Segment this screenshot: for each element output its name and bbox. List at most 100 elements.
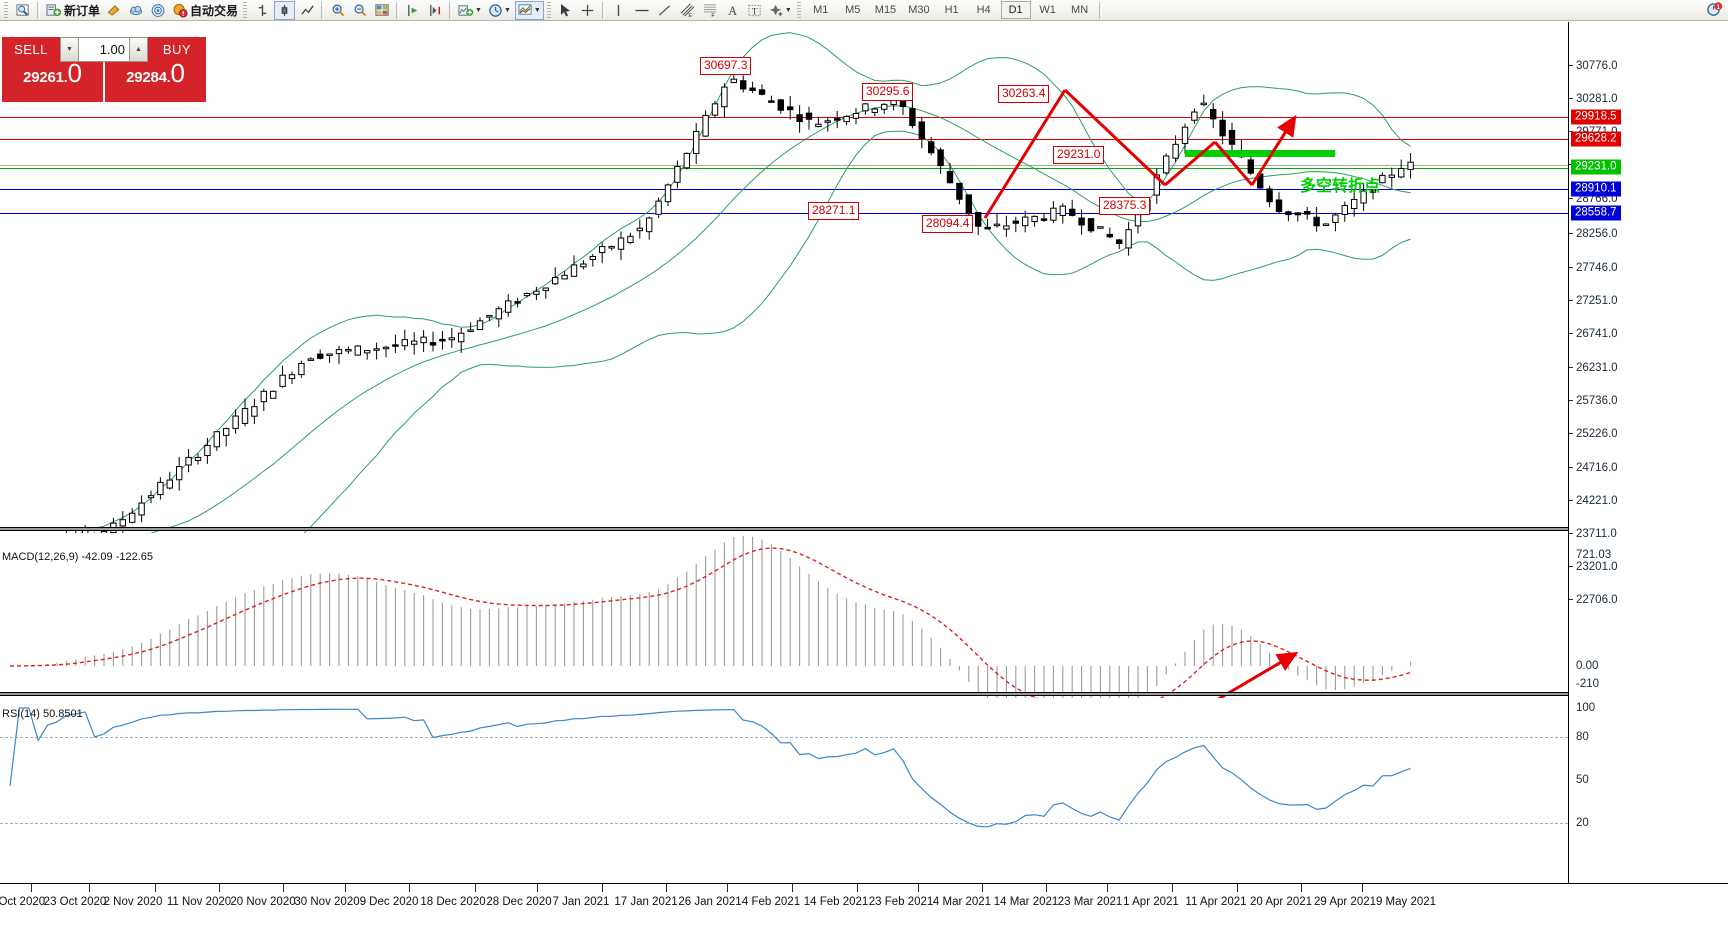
price-axis[interactable]: 30776.0 30281.0 29771.0 29276.0 28766.0 … [1568, 22, 1728, 883]
templates-icon[interactable]: ▼ [514, 0, 544, 20]
time-axis-label: 14 Feb 2021 [803, 896, 869, 908]
sell-button[interactable]: SELL [2, 37, 60, 62]
level-line-28558[interactable] [0, 213, 1568, 214]
toolbar-grip[interactable] [4, 2, 8, 18]
rsi-pane[interactable] [0, 698, 1568, 883]
chart-canvas-area[interactable]: 30697.3 30295.6 30263.4 29231.0 28271.1 … [0, 22, 1728, 937]
axis-badge-28910[interactable]: 28910.1 [1571, 181, 1621, 197]
volume-decrement-button[interactable]: ▼ [60, 37, 79, 62]
axis-tick: 23201.0 [1569, 561, 1618, 573]
line-chart-icon[interactable] [297, 1, 317, 20]
vertical-line-icon[interactable] [609, 1, 629, 20]
tile-windows-icon[interactable] [372, 1, 392, 20]
trend-arrows-svg[interactable] [0, 22, 1568, 530]
axis-tick: 27251.0 [1569, 295, 1618, 307]
pane-separator-macd-rsi[interactable] [0, 692, 1568, 696]
toolbar-grip-2[interactable] [243, 2, 248, 18]
axis-tick: 30281.0 [1569, 93, 1618, 105]
expert-advisor-icon[interactable] [104, 1, 124, 20]
annotation-28375[interactable]: 28375.3 [1099, 197, 1151, 215]
text-icon[interactable]: A [723, 1, 743, 20]
tab-timeframe-h1[interactable]: H1 [944, 4, 959, 16]
time-axis-tick [602, 884, 603, 892]
trendline-icon[interactable] [655, 1, 675, 20]
annotation-turning-point-note[interactable]: 多空转折点 [1300, 178, 1381, 195]
add-indicator-icon[interactable]: ▼ [456, 1, 484, 20]
bar-chart-icon[interactable] [252, 1, 272, 20]
chevron-down-icon-3[interactable]: ▼ [533, 6, 541, 14]
tab-timeframe-m30[interactable]: M30 [908, 4, 930, 16]
text-label-icon[interactable]: T [745, 1, 765, 20]
auto-scroll-icon[interactable] [425, 1, 445, 20]
time-axis-tick [409, 884, 410, 892]
svg-text:E: E [688, 13, 692, 18]
horizontal-line-icon[interactable] [631, 1, 653, 20]
time-axis-label: 23 Mar 2021 [1057, 896, 1123, 908]
level-line-28910[interactable] [0, 189, 1568, 190]
support-zone-marker[interactable] [1185, 150, 1335, 157]
annotation-29231[interactable]: 29231.0 [1053, 146, 1105, 164]
pane-separator-price-macd[interactable] [0, 527, 1568, 531]
one-click-trading-panel[interactable]: SELL ▼ 1.00 ▲ BUY 29261. 0 29284. 0 [2, 37, 207, 102]
axis-badge-29628[interactable]: 29628.2 [1571, 131, 1621, 147]
macd-pane[interactable] [0, 533, 1568, 715]
annotation-28271[interactable]: 28271.1 [808, 202, 860, 220]
bid-price-display[interactable]: 29261. 0 [2, 60, 103, 102]
axis-badge-29231[interactable]: 29231.0 [1571, 159, 1621, 175]
level-line-29918[interactable] [0, 117, 1568, 118]
axis-badge-29918[interactable]: 29918.5 [1571, 109, 1621, 125]
tab-timeframe-d1[interactable]: D1 [1000, 1, 1031, 19]
ask-price-display[interactable]: 29284. 0 [105, 60, 206, 102]
zoom-out-icon[interactable] [350, 1, 370, 20]
annotation-30697[interactable]: 30697.3 [700, 57, 752, 75]
toolbar-grip-4[interactable] [796, 2, 801, 18]
cursor-icon[interactable] [556, 1, 576, 20]
volume-input[interactable]: 1.00 [79, 37, 129, 62]
fibonacci-icon[interactable]: F [700, 1, 721, 20]
volume-increment-button[interactable]: ▲ [129, 37, 148, 62]
network-icon[interactable] [148, 1, 168, 20]
shift-start-icon[interactable] [403, 1, 423, 20]
period-clock-icon[interactable]: ▼ [486, 1, 513, 20]
shapes-icon[interactable]: ▼ [767, 1, 794, 20]
tab-timeframe-h4[interactable]: H4 [976, 4, 991, 16]
rsi-axis-tick: 50 [1576, 774, 1589, 786]
crosshair-icon[interactable] [578, 1, 598, 20]
chevron-down-icon-4[interactable]: ▼ [784, 6, 792, 14]
chevron-down-icon-2[interactable]: ▼ [503, 6, 511, 14]
time-axis-label: 23 Feb 2021 [868, 896, 934, 908]
buy-button[interactable]: BUY [148, 37, 206, 62]
chevron-down-icon[interactable]: ▼ [475, 6, 482, 14]
annotation-30263[interactable]: 30263.4 [998, 85, 1050, 103]
svg-text:T: T [752, 7, 758, 17]
price-pane[interactable]: 30697.3 30295.6 30263.4 29231.0 28271.1 … [0, 22, 1568, 581]
tab-timeframe-m15[interactable]: M15 [874, 4, 897, 16]
toolbar-grip-3[interactable] [546, 2, 551, 18]
cloud-icon[interactable] [126, 1, 146, 20]
annotation-28094[interactable]: 28094.4 [922, 215, 974, 233]
annotation-30295[interactable]: 30295.6 [862, 83, 914, 101]
market-watch-icon[interactable] [13, 1, 33, 20]
zoom-in-icon[interactable] [328, 1, 348, 20]
toolbar-separator-5 [601, 1, 605, 19]
autotrade-button[interactable]: 自动交易 [170, 1, 240, 20]
svg-text:A: A [729, 4, 738, 18]
rsi-indicator-label: RSI(14) 50.8501 [2, 708, 83, 720]
tab-timeframe-mn[interactable]: MN [1071, 4, 1089, 16]
level-line-29276[interactable] [0, 165, 1568, 166]
tab-timeframe-w1[interactable]: W1 [1039, 4, 1056, 16]
bid-price-dot: . [63, 70, 68, 85]
level-line-29231[interactable] [0, 168, 1568, 169]
tab-timeframe-m1[interactable]: M1 [813, 4, 829, 16]
new-order-button[interactable]: 新订单 [44, 1, 102, 20]
axis-tick: 24221.0 [1569, 495, 1618, 507]
candlestick-chart-icon[interactable] [274, 0, 296, 20]
tab-timeframe-m5[interactable]: M5 [845, 4, 861, 16]
axis-badge-28558[interactable]: 28558.7 [1571, 205, 1621, 221]
alerts-clock-icon[interactable]: 1 [1704, 1, 1725, 20]
equidistant-channel-icon[interactable]: E [677, 1, 698, 20]
level-line-29628[interactable] [0, 139, 1568, 140]
axis-tick: 23711.0 [1569, 528, 1617, 540]
macd-arrow-svg[interactable] [0, 533, 1568, 703]
